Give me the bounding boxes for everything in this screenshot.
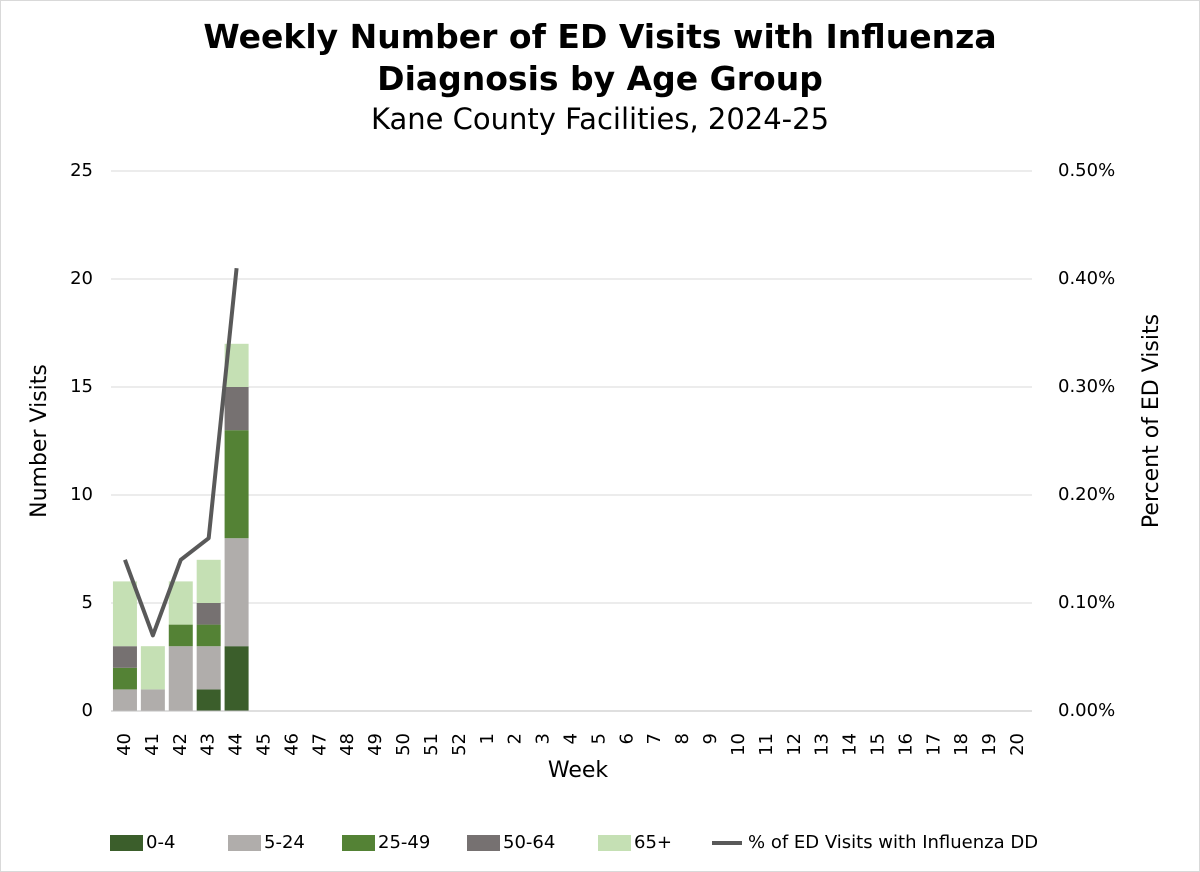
bar-segment bbox=[168, 581, 193, 625]
bar-segment bbox=[140, 646, 165, 690]
x-tick-label: 2 bbox=[505, 733, 526, 744]
legend-label: % of ED Visits with Influenza DD bbox=[748, 832, 1038, 853]
y-tick-label: 20 bbox=[70, 268, 93, 289]
y2-tick-label: 0.00% bbox=[1058, 700, 1115, 721]
bar-segment bbox=[112, 581, 137, 647]
line-series bbox=[123, 267, 239, 638]
x-tick-label: 10 bbox=[728, 733, 749, 756]
y-tick-label: 15 bbox=[70, 376, 93, 397]
chart-subtitle: Kane County Facilities, 2024-25 bbox=[370, 102, 830, 136]
bar-segment bbox=[140, 689, 165, 711]
x-tick-label: 13 bbox=[812, 733, 833, 756]
x-tick-label: 40 bbox=[114, 733, 135, 756]
x-tick-label: 48 bbox=[337, 733, 358, 756]
x-tick-label: 19 bbox=[979, 733, 1000, 756]
legend-swatch bbox=[342, 835, 375, 851]
x-tick-label: 43 bbox=[198, 733, 219, 756]
x-tick-label: 1 bbox=[477, 733, 498, 744]
y-tick-label: 25 bbox=[70, 160, 93, 181]
x-tick-label: 16 bbox=[895, 733, 916, 756]
y-tick-label: 5 bbox=[82, 592, 93, 613]
bar-segment bbox=[224, 538, 249, 647]
bar-segment bbox=[224, 646, 249, 711]
legend-swatch bbox=[228, 835, 261, 851]
bar-segment bbox=[196, 559, 221, 603]
x-tick-label: 7 bbox=[644, 733, 665, 744]
bar-segment bbox=[196, 689, 221, 711]
x-tick-label: 20 bbox=[1007, 733, 1028, 756]
x-tick-label: 42 bbox=[170, 733, 191, 756]
bar-segment bbox=[224, 387, 249, 431]
legend-label: 25-49 bbox=[378, 832, 430, 853]
x-tick-label: 52 bbox=[449, 733, 470, 756]
y-tick-label: 0 bbox=[82, 700, 93, 721]
y-axis-title: Number Visits bbox=[27, 364, 52, 518]
x-tick-label: 3 bbox=[533, 733, 554, 744]
bar-segment bbox=[112, 689, 137, 711]
x-axis-title: Week bbox=[548, 758, 609, 783]
legend-label: 50-64 bbox=[503, 832, 555, 853]
bar-segment bbox=[196, 603, 221, 625]
legend-swatch bbox=[110, 835, 143, 851]
x-tick-label: 4 bbox=[561, 733, 582, 744]
x-tick-label: 50 bbox=[393, 733, 414, 756]
x-tick-label: 45 bbox=[254, 733, 275, 756]
y-tick-label: 10 bbox=[70, 484, 93, 505]
x-tick-label: 9 bbox=[700, 733, 721, 744]
bar-segment bbox=[168, 624, 193, 647]
x-tick-label: 14 bbox=[840, 733, 861, 756]
legend-swatch bbox=[598, 835, 631, 851]
y2-tick-label: 0.10% bbox=[1058, 592, 1115, 613]
y2-axis-title: Percent of ED Visits bbox=[1139, 314, 1164, 528]
chart-title: Weekly Number of ED Visits with Influenz… bbox=[203, 17, 997, 98]
x-tick-label: 41 bbox=[142, 733, 163, 756]
x-tick-label: 18 bbox=[951, 733, 972, 756]
x-tick-label: 47 bbox=[309, 733, 330, 756]
bar-segment bbox=[112, 667, 137, 690]
bar-segment bbox=[196, 646, 221, 690]
legend-label: 0-4 bbox=[146, 832, 175, 853]
legend-label: 5-24 bbox=[264, 832, 305, 853]
x-tick-label: 46 bbox=[281, 733, 302, 756]
x-tick-label: 49 bbox=[365, 733, 386, 756]
bar-segment bbox=[168, 646, 193, 711]
x-tick-label: 8 bbox=[672, 733, 693, 744]
legend-label: 65+ bbox=[634, 832, 672, 853]
y2-tick-label: 0.30% bbox=[1058, 376, 1115, 397]
bar-segment bbox=[224, 430, 249, 539]
x-tick-label: 15 bbox=[868, 733, 889, 756]
x-tick-label: 5 bbox=[588, 733, 609, 744]
x-tick-label: 11 bbox=[756, 733, 777, 756]
bar-segment bbox=[112, 646, 137, 668]
y2-tick-label: 0.20% bbox=[1058, 484, 1115, 505]
bar-segment bbox=[196, 624, 221, 647]
legend-swatch bbox=[467, 835, 500, 851]
x-tick-label: 51 bbox=[421, 733, 442, 756]
y2-tick-label: 0.40% bbox=[1058, 268, 1115, 289]
x-tick-label: 44 bbox=[226, 733, 247, 756]
x-tick-label: 12 bbox=[784, 733, 805, 756]
y2-tick-label: 0.50% bbox=[1058, 160, 1115, 181]
x-tick-label: 6 bbox=[616, 733, 637, 744]
x-tick-label: 17 bbox=[923, 733, 944, 756]
